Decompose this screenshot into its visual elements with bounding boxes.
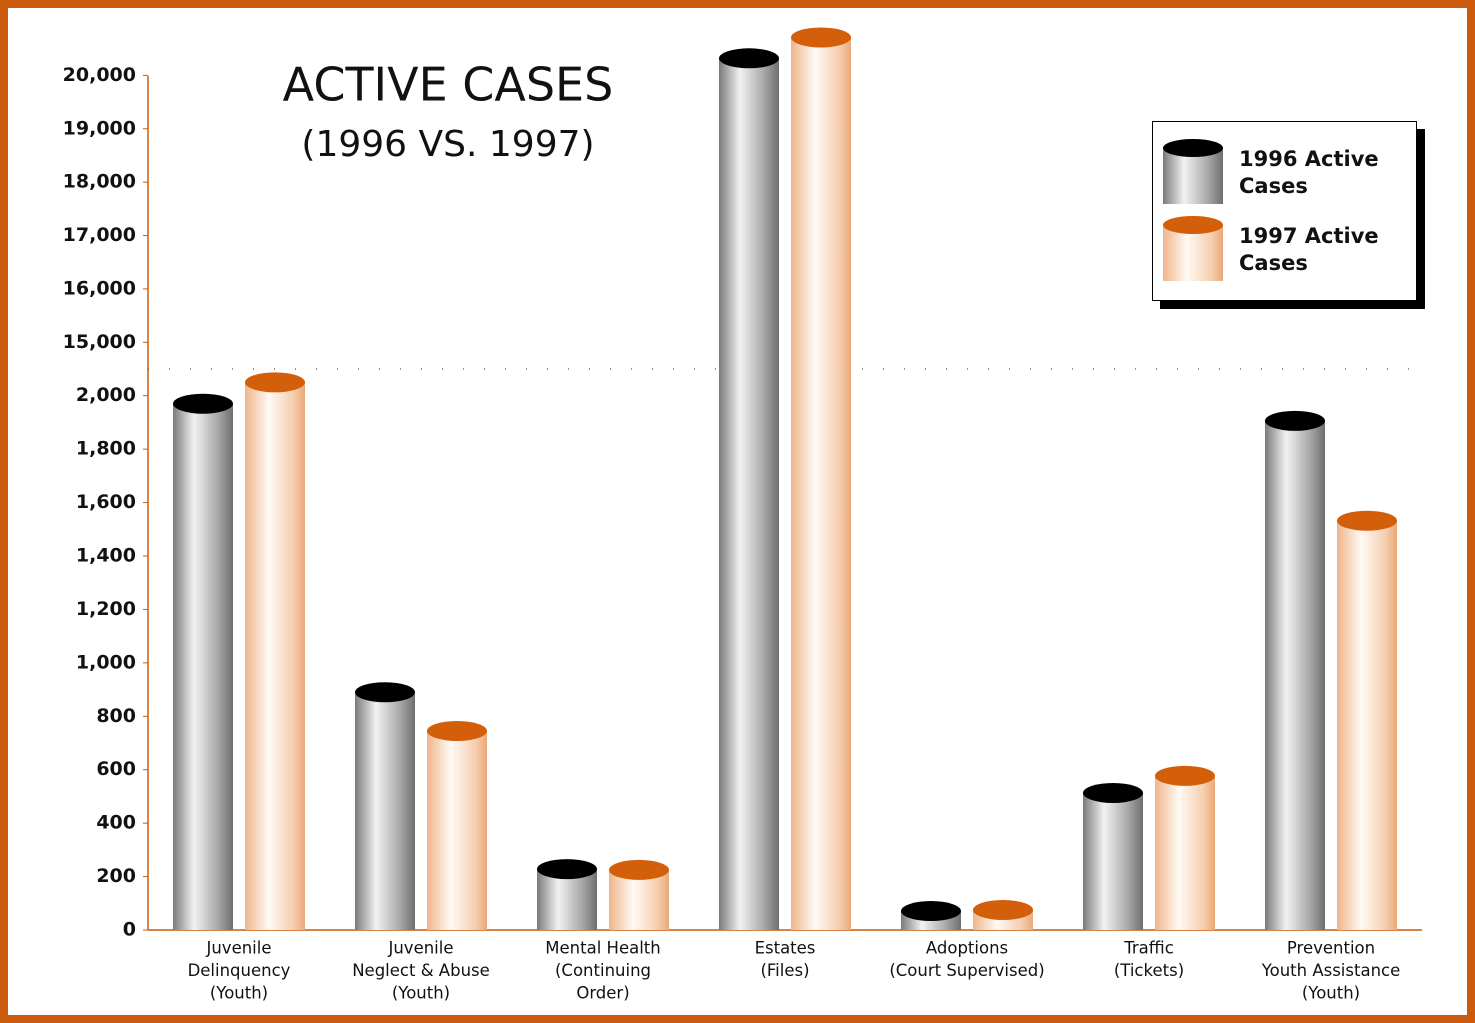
legend-label: 1997 Active Cases — [1239, 224, 1379, 275]
y-tick-label: 200 — [96, 865, 136, 887]
bar — [173, 393, 233, 930]
legend-swatch-body — [1163, 148, 1223, 204]
x-tick-label: (Continuing — [555, 961, 651, 980]
legend-swatch-cap — [1163, 139, 1223, 157]
y-tick-label: 15,000 — [63, 331, 136, 353]
chart-title: ACTIVE CASES — [283, 58, 614, 112]
bar-cap — [609, 859, 669, 880]
x-tick-label: Juvenile — [205, 939, 271, 958]
y-tick-label: 600 — [96, 758, 136, 780]
bar-cap — [791, 27, 851, 48]
bar — [609, 859, 669, 930]
x-tick-label: Prevention — [1287, 939, 1375, 958]
y-tick-label: 20,000 — [63, 64, 136, 86]
bar — [537, 859, 597, 930]
bar-cap — [1083, 782, 1143, 803]
bar-cap — [173, 393, 233, 414]
bar — [1337, 510, 1397, 930]
y-tick-label: 1,000 — [76, 651, 136, 673]
y-tick-label: 17,000 — [63, 224, 136, 246]
bar-cap — [973, 899, 1033, 920]
legend-item: 1996 Active Cases — [1161, 138, 1389, 208]
bar-cap — [427, 720, 487, 741]
x-tick-label: Mental Health — [545, 939, 660, 958]
y-tick-label: 16,000 — [63, 277, 136, 299]
bar-cap — [1155, 765, 1215, 786]
y-tick-label: 18,000 — [63, 171, 136, 193]
bar — [973, 899, 1033, 930]
legend-label: 1996 Active Cases — [1239, 147, 1379, 198]
bar — [719, 48, 779, 931]
x-tick-label: Estates — [755, 939, 816, 958]
x-tick-label: (Youth) — [1302, 984, 1360, 1003]
bar-cap — [537, 859, 597, 880]
bar — [791, 27, 851, 930]
x-tick-label: Juvenile — [387, 939, 453, 958]
bar-body — [609, 869, 669, 930]
bar — [901, 901, 961, 930]
y-tick-label: 1,200 — [76, 598, 136, 620]
y-tick-label: 19,000 — [63, 117, 136, 139]
bar-body — [1083, 792, 1143, 930]
x-tick-label: Order) — [576, 984, 629, 1003]
bar-body — [245, 382, 305, 930]
bar-cap — [355, 682, 415, 703]
bar-body — [719, 58, 779, 931]
y-tick-label: 400 — [96, 812, 136, 834]
bar-body — [791, 37, 851, 930]
bar-body — [1337, 520, 1397, 930]
legend: 1996 Active Cases 1997 Active Cases — [1152, 121, 1417, 301]
x-tick-label: Neglect & Abuse — [352, 961, 490, 980]
bar-cap — [1337, 510, 1397, 531]
chart-subtitle: (1996 VS. 1997) — [301, 124, 594, 165]
bar-body — [537, 869, 597, 930]
bar-body — [427, 730, 487, 930]
y-tick-label: 0 — [123, 919, 136, 941]
legend-item: 1997 Active Cases — [1161, 215, 1389, 285]
legend-swatch — [1163, 216, 1223, 281]
x-tick-label: (Court Supervised) — [889, 961, 1044, 980]
y-tick-label: 2,000 — [76, 384, 136, 406]
x-tick-label: Traffic — [1123, 939, 1174, 958]
bar — [1265, 410, 1325, 930]
x-tick-label: Delinquency — [188, 961, 291, 980]
bar — [427, 720, 487, 930]
bar — [355, 682, 415, 930]
x-tick-label: Adoptions — [926, 939, 1008, 958]
x-tick-label: Youth Assistance — [1261, 961, 1401, 980]
y-tick-label: 1,600 — [76, 491, 136, 513]
x-tick-label: (Youth) — [210, 984, 268, 1003]
legend-swatch-cap — [1163, 216, 1223, 234]
bar-cap — [245, 372, 305, 393]
bar-body — [173, 403, 233, 930]
legend-swatch — [1163, 139, 1223, 204]
x-tick-label: (Tickets) — [1114, 961, 1184, 980]
x-tick-label: (Files) — [760, 961, 809, 980]
bar — [245, 372, 305, 930]
y-tick-label: 1,400 — [76, 545, 136, 567]
bar — [1083, 782, 1143, 930]
x-tick-label: (Youth) — [392, 984, 450, 1003]
bar-cap — [719, 48, 779, 69]
bar-cap — [1265, 410, 1325, 431]
bar-cap — [901, 901, 961, 922]
bar-body — [355, 692, 415, 930]
bar-body — [1265, 420, 1325, 930]
bar-body — [1155, 775, 1215, 930]
y-tick-label: 800 — [96, 705, 136, 727]
y-tick-label: 1,800 — [76, 438, 136, 460]
bar — [1155, 765, 1215, 930]
legend-swatch-body — [1163, 225, 1223, 281]
